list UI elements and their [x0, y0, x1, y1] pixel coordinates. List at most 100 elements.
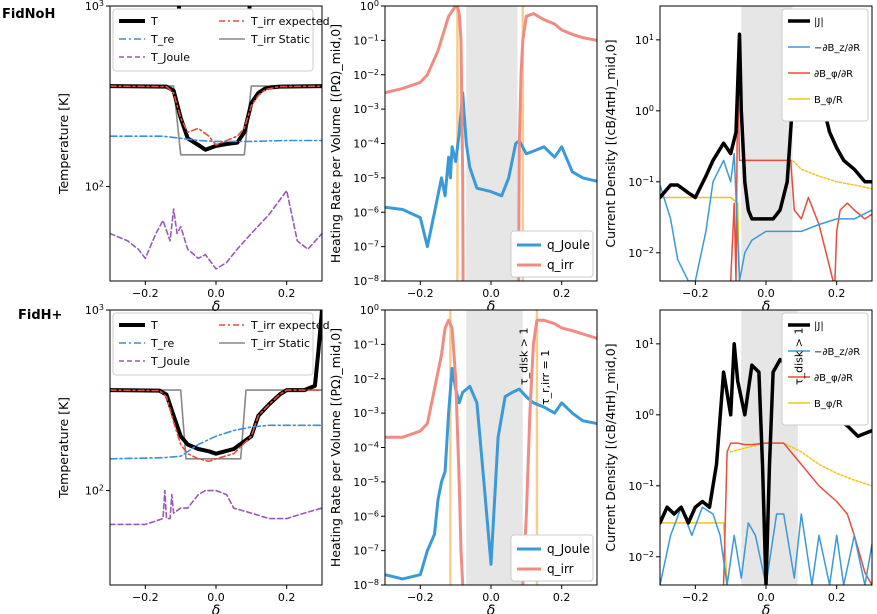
series-t_re [110, 424, 322, 460]
series-dbz [660, 152, 872, 281]
legend-label: ∂B_φ/∂R [814, 69, 853, 80]
series-q_joule [385, 91, 597, 249]
legend-label: T_Joule [150, 355, 190, 368]
y-tick-label: 10−1 [628, 478, 654, 493]
annotation: τ_disk > 1 [792, 328, 805, 385]
y-tick-label: 100 [635, 407, 654, 422]
legend: |J| −∂B_z/∂R ∂B_φ/∂R B_φ/R [781, 312, 869, 426]
legend-box [781, 312, 869, 426]
y-axis-label: Heating Rate per Volume [(PΩ)_mid,0] [328, 24, 343, 263]
y-tick-label: 10−8 [353, 578, 379, 593]
row-label-fidnoh: FidNoH [2, 7, 55, 22]
y-tick-label: 101 [635, 32, 654, 47]
y-axis-label: Temperature [K] [56, 397, 71, 499]
y-tick-label: 103 [85, 303, 104, 318]
series-q_irr [385, 318, 465, 585]
legend: T T_re T_Joule T_irr expected T_irr Static [112, 312, 330, 376]
optically-thick-region [466, 6, 518, 281]
x-tick-label: −0.2 [132, 287, 159, 300]
x-tick-label: 0.2 [278, 287, 296, 300]
y-tick-label: 10−2 [353, 67, 379, 82]
y-tick-label: 10−6 [353, 205, 379, 220]
panel-heat-fidh: −0.2 0.0 0.2 δ 10−8 10−7 10−6 10−5 10−4 10−3 10−2 1… [328, 303, 598, 614]
y-tick-label: 10−3 [353, 406, 379, 421]
legend-label: T [150, 319, 158, 332]
y-tick-label: 10−1 [353, 337, 379, 352]
legend-box [112, 8, 314, 72]
x-tick-label: 0.2 [828, 591, 846, 604]
y-axis-label: Temperature [K] [56, 93, 71, 195]
series-t_joule [110, 489, 322, 526]
legend: q_Joule q_irr [510, 230, 594, 278]
series-bphi_r_dotted [729, 442, 872, 487]
x-axis-label: δ [212, 603, 221, 614]
row-label-fidh: FidH+ [18, 308, 62, 323]
legend-label: ∂B_φ/∂R [814, 373, 853, 384]
y-tick-label: 10−3 [353, 102, 379, 117]
y-axis-label: Heating Rate per Volume [(PΩ)_mid,0] [328, 328, 343, 567]
legend-box [112, 312, 314, 376]
legend-label: |J| [814, 321, 824, 332]
legend-label: T_irr expected [250, 15, 330, 28]
series-dbphi [722, 442, 872, 585]
y-tick-label: 103 [85, 0, 104, 13]
y-axis-label: Current Density [(cB/4πH)_mid,0] [603, 343, 618, 551]
legend-label: −∂B_z/∂R [814, 43, 860, 54]
y-tick-label: 10−6 [353, 509, 379, 524]
series-q_joule [385, 366, 597, 581]
legend-label: T_re [150, 33, 175, 46]
y-tick-label: 10−5 [353, 474, 379, 489]
x-axis-label: δ [762, 603, 771, 614]
y-tick-label: 10−2 [628, 245, 654, 260]
x-axis-label: δ [487, 299, 496, 315]
y-tick-label: 10−1 [628, 174, 654, 189]
series-q_irr [385, 6, 465, 281]
panels: −0.2 0.0 0.2 δ 102 103 Temperature [K] T T_re T_J… [56, 0, 873, 614]
panel-curr-fidh: −0.2 0.0 0.2 δ 10−2 10−1 100 101 Current Density… [603, 309, 873, 614]
x-tick-label: −0.2 [682, 591, 709, 604]
y-tick-label: 10−4 [353, 136, 379, 151]
legend-label: B_φ/R [814, 399, 843, 410]
legend-label: −∂B_z/∂R [814, 347, 860, 358]
x-tick-label: −0.2 [407, 287, 434, 300]
y-tick-label: 101 [635, 336, 654, 351]
x-tick-label: 0.2 [553, 287, 571, 300]
y-tick-label: 102 [85, 179, 104, 194]
x-tick-label: 0.0 [207, 287, 225, 300]
series-t_re [110, 135, 322, 143]
legend-label: |J| [814, 17, 824, 28]
legend-label: B_φ/R [814, 95, 843, 106]
x-tick-label: 0.0 [757, 591, 775, 604]
plot-area [110, 310, 322, 526]
legend-label: T_irr Static [250, 33, 310, 46]
y-tick-label: 10−5 [353, 170, 379, 185]
y-tick-label: 100 [635, 103, 654, 118]
x-tick-label: 0.2 [278, 591, 296, 604]
annotation: τ_disk > 1 [518, 328, 531, 385]
legend-label: T_re [150, 337, 175, 350]
plot-area [385, 6, 597, 281]
legend: T T_re T_Joule T_irr expected T_irr Static [112, 8, 330, 72]
legend-box [781, 8, 869, 122]
y-tick-label: 10−7 [353, 239, 379, 254]
x-axis-label: δ [212, 299, 221, 315]
y-tick-label: 10−1 [353, 33, 379, 48]
legend: |J| −∂B_z/∂R ∂B_φ/∂R B_φ/R [781, 8, 869, 122]
x-tick-label: 0.2 [828, 287, 846, 300]
y-tick-label: 10−4 [353, 440, 379, 455]
legend-label: T_Joule [150, 51, 190, 64]
series-q_irr_right [521, 318, 597, 585]
x-tick-label: −0.2 [682, 287, 709, 300]
series-t_irr-expected [110, 85, 322, 146]
x-tick-label: 0.0 [482, 287, 500, 300]
legend-label: q_Joule [547, 238, 590, 252]
y-tick-label: 10−2 [628, 549, 654, 564]
y-tick-label: 102 [85, 483, 104, 498]
series-t_irr-static [110, 389, 322, 460]
series-t_joule [110, 189, 322, 270]
panel-temp-fidh: −0.2 0.0 0.2 δ 102 103 Temperature [K] T T_re T_J… [56, 303, 330, 614]
x-axis-label: δ [487, 603, 496, 614]
legend-label: q_Joule [547, 542, 590, 556]
x-tick-label: 0.0 [757, 287, 775, 300]
